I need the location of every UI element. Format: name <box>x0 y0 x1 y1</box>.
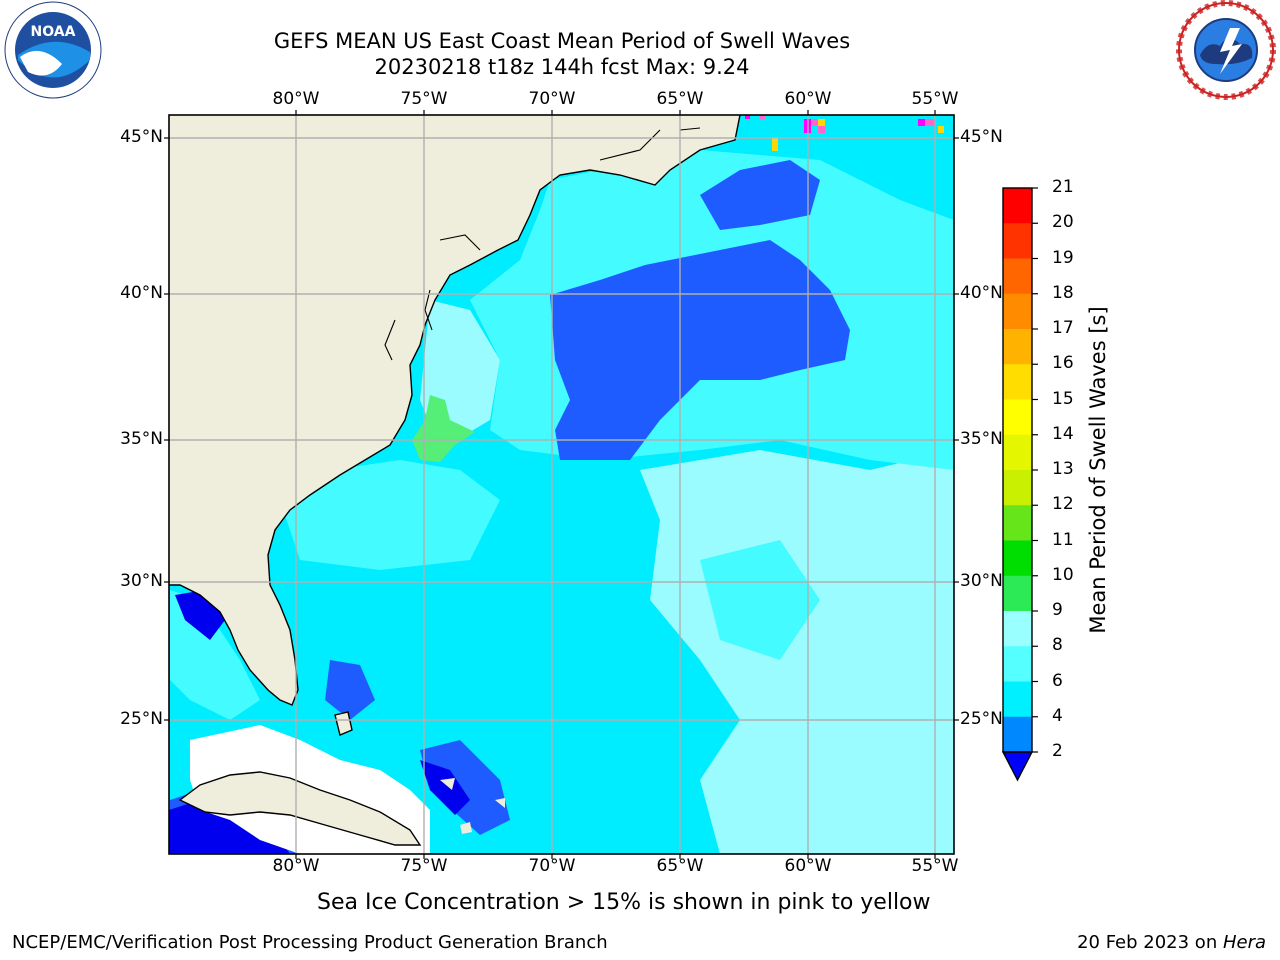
colorbar-tick-label: 19 <box>1052 247 1074 268</box>
latitude-label-right: 35°N <box>960 429 1003 449</box>
swell-zone-9-10s <box>412 395 475 462</box>
longitude-label-bottom: 75°W <box>400 856 448 876</box>
noaa-logo-icon: NOAA <box>4 1 102 99</box>
coastline <box>169 115 741 846</box>
latitude-label-left: 45°N <box>120 127 163 147</box>
colorbar-tick-label: 14 <box>1052 423 1074 444</box>
footer-date: 20 Feb 2023 on Hera <box>1077 932 1266 953</box>
colorbar-segment <box>1003 646 1032 682</box>
colorbar-segment <box>1003 575 1032 612</box>
colorbar-segment <box>1003 223 1032 259</box>
longitude-label-bottom: 60°W <box>784 856 832 876</box>
chart-title-line2: 20230218 t18z 144h fcst Max: 9.24 <box>374 55 750 79</box>
colorbar-tick-label: 21 <box>1052 177 1074 197</box>
tick-marks <box>164 110 959 859</box>
colorbar-segment <box>1003 505 1032 541</box>
land-cuba <box>180 772 420 845</box>
footer-date-text: 20 Feb 2023 on <box>1077 932 1223 953</box>
longitude-label-top: 80°W <box>272 89 320 109</box>
footer-host: Hera <box>1222 932 1266 953</box>
colorbar-segment <box>1003 681 1032 718</box>
colorbar-tick-label: 17 <box>1052 318 1074 338</box>
colorbar-segment <box>1003 399 1032 436</box>
land-north-america <box>169 115 740 705</box>
longitude-label-top: 55°W <box>911 89 959 109</box>
longitude-label-top: 60°W <box>784 89 832 109</box>
colorbar-tick-label: 16 <box>1052 353 1074 374</box>
latitude-label-right: 30°N <box>960 571 1003 591</box>
latitude-label-left: 25°N <box>120 709 163 729</box>
colorbar-extend-arrow <box>1001 751 1034 782</box>
colorbar-segment <box>1003 716 1032 753</box>
sea-ice-note: Sea Ice Concentration > 15% is shown in … <box>317 890 931 915</box>
colorbar-segment <box>1003 364 1032 400</box>
colorbar-segment <box>1003 540 1032 577</box>
colorbar-segment <box>1003 258 1032 295</box>
nws-logo-icon <box>1176 0 1276 100</box>
colorbar-label: Mean Period of Swell Waves [s] <box>1086 306 1110 634</box>
longitude-label-top: 75°W <box>400 89 448 109</box>
longitude-label-bottom: 55°W <box>911 856 959 876</box>
colorbar-tick-label: 18 <box>1052 282 1074 303</box>
longitude-label-bottom: 65°W <box>656 856 704 876</box>
colorbar-segment <box>1003 293 1032 330</box>
colorbar-tick-label: 2 <box>1052 741 1063 761</box>
map-frame <box>168 114 955 855</box>
footer-credit: NCEP/EMC/Verification Post Processing Pr… <box>12 932 608 953</box>
longitude-label-bottom: 80°W <box>272 856 320 876</box>
colorbar-segment <box>1003 470 1032 506</box>
colorbar-tick-label: 8 <box>1052 635 1063 656</box>
longitude-label-top: 70°W <box>528 89 576 109</box>
colorbar-tick-label: 15 <box>1052 388 1074 409</box>
colorbar-segment <box>1003 611 1032 647</box>
colorbar-tick-label: 6 <box>1052 670 1063 691</box>
colorbar <box>1001 187 1038 782</box>
colorbar-tick-label: 4 <box>1052 705 1063 726</box>
colorbar-tick-label: 12 <box>1052 494 1074 515</box>
longitude-label-bottom: 70°W <box>528 856 576 876</box>
colorbar-segment <box>1003 329 1032 365</box>
latitude-label-right: 45°N <box>960 127 1003 147</box>
inland-waterways <box>384 127 701 361</box>
latitude-label-right: 40°N <box>960 283 1003 303</box>
latitude-label-left: 40°N <box>120 283 163 303</box>
chart-title-line1: GEFS MEAN US East Coast Mean Period of S… <box>273 29 851 53</box>
colorbar-segment <box>1003 188 1032 224</box>
colorbar-tick-label: 10 <box>1052 564 1074 585</box>
graticule <box>169 115 954 854</box>
colorbar-tick-label: 11 <box>1052 529 1074 550</box>
longitude-label-top: 65°W <box>656 89 704 109</box>
colorbar-tick-label: 20 <box>1052 212 1074 233</box>
colorbar-tick-label: 9 <box>1052 600 1063 620</box>
svg-text:NOAA: NOAA <box>31 24 76 40</box>
latitude-label-right: 25°N <box>960 709 1003 729</box>
colorbar-segment <box>1003 434 1032 471</box>
latitude-label-left: 30°N <box>120 571 163 591</box>
latitude-label-left: 35°N <box>120 429 163 449</box>
colorbar-tick-label: 13 <box>1052 459 1074 479</box>
